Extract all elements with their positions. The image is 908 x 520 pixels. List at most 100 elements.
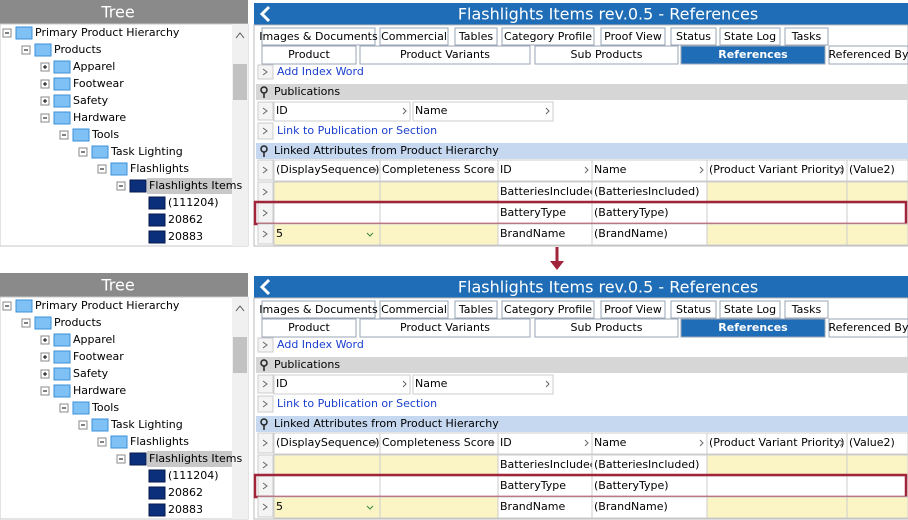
tab-label[interactable]: Images & Documents [259,30,378,43]
tree-item[interactable]: 20862 [168,486,203,499]
cell[interactable] [273,181,381,204]
tab[interactable] [454,300,498,319]
subtab-label[interactable]: Sub Products [571,321,643,334]
cell[interactable] [273,496,381,519]
column-header[interactable] [412,101,554,122]
cell[interactable] [846,181,908,204]
subtab[interactable] [359,318,531,338]
column-header[interactable] [273,101,411,122]
cell[interactable] [379,181,499,204]
cell[interactable] [273,454,381,477]
tab-label[interactable]: Status [676,303,711,316]
subtab-label[interactable]: Product Variants [400,321,490,334]
tree-item[interactable]: Footwear [73,350,124,363]
tab[interactable] [261,300,376,319]
subtab[interactable] [261,318,357,338]
publication-link[interactable]: Link to Publication or Section [277,124,437,137]
tree-item[interactable]: Apparel [73,333,115,346]
subtab-label[interactable]: Referenced By [829,48,908,61]
tab[interactable] [784,300,829,319]
tab-label[interactable]: Proof View [604,30,662,43]
tree-item[interactable]: Primary Product Hierarchy [35,299,180,312]
scroll-thumb[interactable] [233,337,247,373]
cell[interactable] [706,496,848,519]
add-link[interactable]: Add Index Word [277,338,364,351]
tab[interactable] [501,300,595,319]
subtab-label[interactable]: Referenced By [829,321,908,334]
cell[interactable] [273,223,381,246]
tab[interactable] [719,300,781,319]
dropdown-glyph[interactable] [366,505,374,510]
subtab-label[interactable]: References [718,48,788,61]
tab[interactable] [600,27,666,46]
tab-label[interactable]: Images & Documents [259,303,378,316]
tree-item[interactable]: Safety [73,367,109,380]
scroll-up[interactable] [235,305,245,312]
tree-item[interactable]: Apparel [73,60,115,73]
subtab[interactable] [261,45,357,65]
tree-item[interactable]: 20862 [168,213,203,226]
cell[interactable] [846,202,908,225]
subtab-label[interactable]: References [718,321,788,334]
scroll-thumb[interactable] [233,64,247,100]
dropdown-glyph[interactable] [366,232,374,237]
tree-item[interactable]: Tools [91,401,119,414]
cell[interactable] [706,181,848,204]
tree-item[interactable]: Products [54,316,102,329]
tab[interactable] [454,27,498,46]
back-button[interactable] [259,5,271,23]
tree-item[interactable]: Products [54,43,102,56]
tree-item[interactable]: Task Lighting [110,418,183,431]
publication-link[interactable]: Link to Publication or Section [277,397,437,410]
cell[interactable] [379,475,499,498]
tree-item[interactable]: Flashlights [130,435,189,448]
cell[interactable] [379,223,499,246]
back-button[interactable] [259,278,271,296]
cell[interactable] [846,223,908,246]
cell[interactable] [846,496,908,519]
tab-label[interactable]: Commercial [381,30,447,43]
subtab[interactable] [534,318,679,338]
cell[interactable] [706,475,848,498]
tree-item[interactable]: Flashlights Items [149,179,242,192]
cell[interactable] [846,454,908,477]
tree-item[interactable]: (111204) [168,469,219,482]
column-header[interactable] [497,159,593,182]
tree-item[interactable]: Primary Product Hierarchy [35,26,180,39]
column-header[interactable] [846,159,908,182]
tab[interactable] [670,300,717,319]
tab[interactable] [379,27,449,46]
tab-label[interactable]: Category Profile [504,303,592,316]
subtab[interactable] [680,318,826,338]
add-link[interactable]: Add Index Word [277,65,364,78]
cell[interactable] [273,202,381,225]
subtab-label[interactable]: Product [288,321,330,334]
tab-label[interactable]: State Log [724,303,776,316]
tree-item[interactable]: Hardware [73,384,126,397]
subtab[interactable] [359,45,531,65]
tree-item[interactable]: Flashlights Items [149,452,242,465]
tree-item[interactable]: Hardware [73,111,126,124]
tree-item[interactable]: Task Lighting [110,145,183,158]
tree-item[interactable]: 20883 [168,230,203,243]
tab-label[interactable]: Category Profile [504,30,592,43]
cell[interactable] [706,454,848,477]
cell[interactable] [273,475,381,498]
tab-label[interactable]: Status [676,30,711,43]
subtab[interactable] [534,45,679,65]
cell[interactable] [846,475,908,498]
subtab-label[interactable]: Product Variants [400,48,490,61]
column-header[interactable] [497,432,593,455]
tab[interactable] [261,27,376,46]
cell[interactable] [379,202,499,225]
column-header[interactable] [846,432,908,455]
subtab-label[interactable]: Sub Products [571,48,643,61]
tree-item[interactable]: (111204) [168,196,219,209]
cell[interactable] [379,496,499,519]
tree-item[interactable]: 20883 [168,503,203,516]
scroll-up[interactable] [235,32,245,39]
subtab-label[interactable]: Product [288,48,330,61]
tab[interactable] [379,300,449,319]
tree-item[interactable]: Flashlights [130,162,189,175]
subtab[interactable] [828,45,908,65]
